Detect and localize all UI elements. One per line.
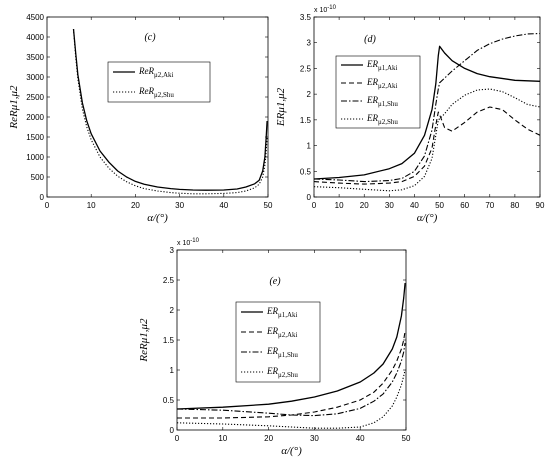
x-tick-label: 50 — [435, 201, 444, 210]
y-tick-label: 3000 — [26, 73, 44, 82]
series-line-dotted — [314, 88, 540, 192]
y-tick-label: 2 — [307, 90, 312, 99]
x-axis-label: α/(°) — [281, 445, 302, 457]
y-axis-label: ReRμ1,μ2 — [138, 318, 150, 363]
y-tick-label: 0.5 — [300, 167, 312, 176]
y-tick-label: 3 — [170, 246, 175, 255]
legend-entry: ReRμ2,Aki — [138, 66, 174, 79]
legend-entry: ERμ1,Aki — [366, 59, 398, 72]
x-tick-label: 90 — [536, 201, 545, 210]
series-line-dashdot — [314, 32, 540, 183]
exponent-label: x 10-10 — [177, 238, 200, 247]
legend-entry: ERμ1,Shu — [266, 346, 298, 359]
y-tick-label: 1 — [307, 142, 312, 151]
chart-panel-e: 0 10 20 30 40 50 0 0.5 1 1.5 2 2.5 3x 10-10 α/(°) ReRμ… — [138, 238, 411, 457]
x-tick-label: 80 — [510, 201, 519, 210]
y-tick-label: 3.5 — [300, 13, 312, 22]
x-tick-label: 40 — [356, 434, 365, 443]
x-tick-label: 60 — [460, 201, 469, 210]
panel-label: (c) — [144, 32, 156, 43]
x-tick-label: 0 — [312, 201, 317, 210]
x-tick-label: 20 — [360, 201, 369, 210]
y-tick-label: 4000 — [26, 33, 44, 42]
y-axis-label: ERμ1,μ2 — [275, 87, 287, 127]
chart-panel-d: 0 10 20 30 40 50 60 70 80 90 0 0.5 1 1.5 2 2.5 3 3.5x 10-… — [275, 5, 545, 224]
y-tick-label: 1 — [170, 366, 175, 375]
series-line-dashed — [177, 330, 406, 419]
y-tick-label: 0 — [40, 193, 45, 202]
y-tick-label: 2.5 — [163, 276, 175, 285]
y-tick-label: 1.5 — [300, 116, 312, 125]
y-tick-label: 4500 — [26, 13, 44, 22]
y-tick-label: 0 — [307, 193, 312, 202]
x-tick-label: 10 — [218, 434, 227, 443]
y-tick-label: 2 — [170, 306, 175, 315]
legend-box — [335, 55, 421, 129]
x-tick-label: 50 — [264, 201, 273, 210]
series-line-solid — [177, 282, 406, 410]
x-tick-label: 70 — [485, 201, 494, 210]
x-axis-label: α/(°) — [417, 212, 438, 224]
series-line-solid — [314, 45, 540, 180]
legend-entry: ReRμ2,Shu — [138, 86, 174, 99]
y-tick-label: 1500 — [26, 133, 44, 142]
legend-box — [107, 61, 211, 103]
panel-label: (d) — [364, 34, 376, 45]
series-line-dashdot — [177, 342, 406, 417]
legend: ERμ1,Aki ERμ2,Aki ERμ1,Shu ERμ2,Shu — [235, 301, 321, 383]
legend-entry: ERμ1,Aki — [266, 306, 298, 319]
legend-entry: ERμ2,Aki — [366, 77, 398, 90]
x-tick-label: 10 — [87, 201, 96, 210]
x-tick-label: 50 — [402, 434, 411, 443]
y-tick-label: 0 — [170, 426, 175, 435]
x-tick-label: 30 — [310, 434, 319, 443]
x-tick-label: 0 — [175, 434, 180, 443]
series-line-dashed — [314, 106, 540, 185]
exponent-label: x 10-10 — [314, 5, 337, 14]
x-tick-label: 20 — [264, 434, 273, 443]
plot-frame — [313, 16, 541, 198]
x-tick-label: 20 — [131, 201, 140, 210]
series-line-dotted — [72, 28, 268, 195]
legend-entry: ERμ1,Shu — [366, 95, 398, 108]
y-tick-label: 500 — [31, 173, 45, 182]
plot-frame — [46, 16, 269, 198]
panel-label: (e) — [269, 276, 281, 287]
series-line-dotted — [177, 369, 406, 429]
x-tick-label: 30 — [175, 201, 184, 210]
x-tick-label: 30 — [385, 201, 394, 210]
x-tick-label: 0 — [45, 201, 50, 210]
legend-entry: ERμ2,Aki — [266, 326, 298, 339]
y-tick-label: 0.5 — [163, 396, 175, 405]
x-axis-label: α/(°) — [147, 212, 168, 224]
x-tick-label: 40 — [219, 201, 228, 210]
legend-entry: ERμ2,Shu — [266, 366, 298, 379]
x-tick-label: 40 — [410, 201, 419, 210]
y-tick-label: 3500 — [26, 53, 44, 62]
legend: ReRμ2,Aki ReRμ2,Shu — [107, 61, 211, 103]
y-tick-label: 2.5 — [300, 64, 312, 73]
series-line-solid — [72, 28, 268, 191]
y-tick-label: 2000 — [26, 113, 44, 122]
y-tick-label: 3 — [307, 39, 312, 48]
y-axis-label: ReRμ1,μ2 — [8, 85, 20, 130]
x-tick-label: 10 — [335, 201, 344, 210]
chart-panel-c: 0 10 20 30 40 5005001000150020002500300035004… — [8, 13, 273, 224]
legend-box — [235, 301, 321, 383]
legend: ERμ1,Aki ERμ2,Aki ERμ1,Shu ERμ2,Shu — [335, 55, 421, 129]
y-tick-label: 2500 — [26, 93, 44, 102]
legend-entry: ERμ2,Shu — [366, 113, 398, 126]
y-tick-label: 1.5 — [163, 336, 175, 345]
y-tick-label: 1000 — [26, 153, 44, 162]
